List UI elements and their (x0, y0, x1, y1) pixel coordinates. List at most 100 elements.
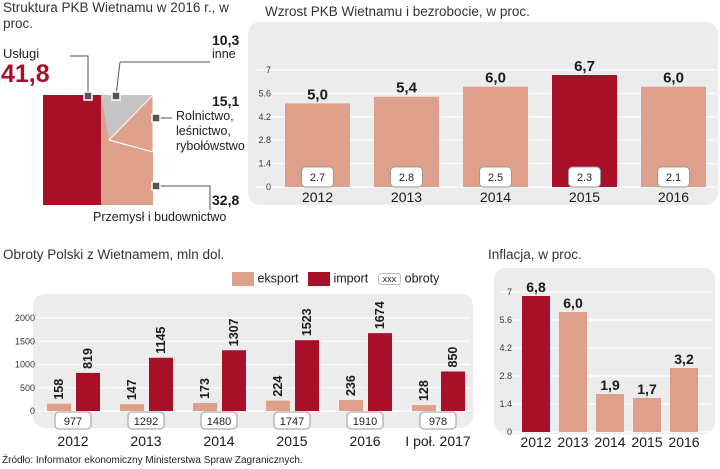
trade-ytick-label: 2000 (15, 313, 35, 323)
trade-panel (33, 294, 473, 428)
export-bar (47, 403, 71, 411)
export-bar (266, 400, 290, 411)
gdp-value-label: 5,0 (307, 86, 328, 103)
unemployment-box (657, 166, 690, 188)
import-value-label: 1523 (300, 308, 314, 336)
import-bar (368, 333, 392, 411)
gdp-category-label: 2012 (302, 189, 333, 205)
import-value-label: 1674 (373, 301, 387, 329)
agri-label-line2: leśnictwo, (176, 124, 231, 138)
export-bar (193, 402, 217, 411)
inflation-ytick-label: 1.4 (499, 399, 512, 409)
inflation-value-label: 1,9 (600, 377, 620, 393)
trade-category-label: I poł. 2017 (405, 433, 471, 449)
inflation-ytick-label: 7 (507, 287, 512, 297)
inflation-bar (596, 394, 624, 432)
trade-category-label: 2012 (57, 433, 88, 449)
inflation-value-label: 6,0 (563, 295, 583, 311)
import-bar (441, 371, 465, 411)
trade-total-value: 978 (429, 416, 447, 428)
unemployment-box (390, 166, 423, 188)
inflation-value-label: 6,8 (526, 279, 546, 295)
export-value-label: 173 (198, 378, 212, 399)
import-value-label: 1307 (227, 318, 241, 346)
legend-import-swatch (307, 271, 330, 286)
pie-services-slice (43, 95, 101, 205)
industry-value: 32,8 (212, 192, 240, 208)
unemployment-value: 2.8 (399, 172, 414, 184)
leader-other-2 (115, 61, 121, 97)
trade-total-box (419, 411, 457, 430)
inflation-category-label: 2015 (631, 434, 662, 450)
trade-total-box (200, 411, 238, 430)
gdp-ytick-label: 4.2 (258, 112, 271, 122)
structure-title: Struktura PKB Wietnamu w 2016 r., w proc… (3, 0, 229, 31)
agri-value: 15,1 (212, 93, 240, 109)
inflation-ytick-label: 2.8 (499, 371, 512, 381)
services-value: 41,8 (1, 60, 50, 88)
industry-label: Przemysł i budownictwo (93, 210, 227, 224)
pie-other-slice (101, 95, 153, 140)
trade-total-box (346, 411, 384, 430)
unemployment-box (301, 166, 334, 188)
leader-industry-marker (151, 181, 161, 191)
legend-export-label: eksport (257, 271, 299, 286)
inflation-bar (559, 312, 587, 432)
inflation-category-label: 2014 (594, 434, 625, 450)
import-bar (295, 340, 319, 411)
gdp-value-label: 6,0 (663, 70, 684, 87)
agri-label-line3: rybołówstwo (176, 139, 245, 153)
pie-divider (108, 139, 154, 153)
import-value-label: 819 (81, 348, 95, 369)
legend-import-label: import (333, 271, 369, 286)
trade-total-box (54, 411, 92, 430)
inflation-bar (522, 296, 550, 432)
trade-ytick-label: 500 (20, 383, 35, 393)
import-bar (222, 350, 246, 411)
leader-services-marker (83, 91, 93, 101)
inflation-bar (633, 398, 661, 432)
gdp-value-label: 6,0 (485, 70, 506, 87)
inflation-category-label: 2012 (520, 434, 551, 450)
export-value-label: 128 (417, 380, 431, 401)
export-value-label: 236 (344, 375, 358, 396)
inflation-category-label: 2013 (557, 434, 588, 450)
legend-total-box: xxx (377, 272, 402, 285)
inflation-category-label: 2016 (668, 434, 699, 450)
trade-total-value: 1292 (134, 416, 158, 428)
trade-category-label: 2014 (203, 433, 234, 449)
export-value-label: 224 (271, 376, 285, 397)
trade-category-label: 2015 (276, 433, 307, 449)
trade-total-value: 1747 (280, 416, 304, 428)
gdp-ytick-label: 5.6 (258, 88, 271, 98)
trade-legend: eksport import xxx obroty (232, 271, 439, 286)
trade-ytick-label: 0 (30, 406, 35, 416)
unemployment-box (479, 166, 512, 188)
leader-services (70, 55, 89, 96)
legend-total-label: obroty (404, 271, 440, 286)
gdp-ytick-label: 7 (266, 65, 271, 75)
inflation-bar (670, 368, 698, 432)
inflation-value-label: 1,7 (637, 381, 657, 397)
source-note: Źródło: Informator ekonomiczny Ministers… (2, 455, 303, 466)
export-bar (120, 404, 144, 411)
import-value-label: 1145 (154, 327, 168, 354)
trade-category-label: 2016 (349, 433, 380, 449)
export-value-label: 147 (125, 379, 139, 400)
gdp-category-label: 2013 (391, 189, 422, 205)
unemployment-box (568, 166, 601, 188)
trade-total-box (127, 411, 165, 430)
legend-export-swatch (232, 271, 254, 286)
inflation-ytick-label: 5.6 (499, 315, 512, 325)
leader-agri-marker (151, 113, 161, 123)
gdp-category-label: 2014 (480, 189, 511, 205)
other-value: 10,3 (212, 32, 240, 48)
trade-total-value: 977 (64, 416, 82, 428)
unemployment-value: 2.5 (488, 172, 503, 184)
other-label: inne (212, 47, 236, 61)
gdp-category-label: 2015 (569, 189, 600, 205)
leader-industry (160, 185, 211, 210)
gdp-ytick-label: 1.4 (258, 159, 271, 169)
trade-ytick-label: 1000 (15, 360, 35, 370)
